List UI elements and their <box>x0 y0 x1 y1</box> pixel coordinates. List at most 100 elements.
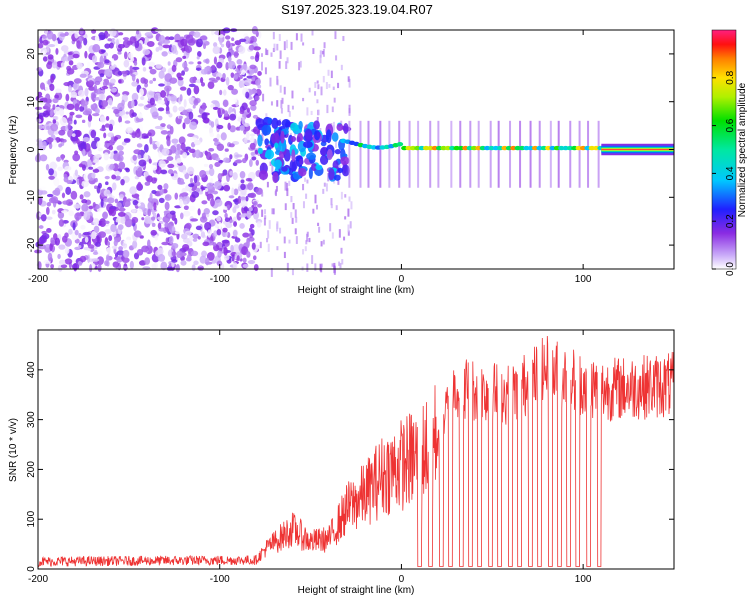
noise-blob <box>58 244 66 250</box>
noise-blob <box>54 39 59 47</box>
noise-blob <box>68 85 72 93</box>
noise-blob <box>92 168 100 173</box>
noise-blob <box>73 203 82 209</box>
noise-blob <box>193 175 198 184</box>
noise-blob <box>113 153 121 162</box>
noise-blob <box>64 246 70 255</box>
noise-blob <box>109 156 114 160</box>
scatter-streak <box>332 86 335 90</box>
noise-blob <box>92 165 96 170</box>
x-tick-label: 100 <box>575 574 592 585</box>
scatter-streak <box>283 41 286 51</box>
noise-blob <box>257 203 263 208</box>
noise-blob <box>147 201 154 211</box>
noise-blob <box>152 143 158 150</box>
noise-blob <box>167 169 174 175</box>
noise-blob <box>229 113 237 121</box>
noise-blob <box>105 247 114 255</box>
noise-blob <box>137 166 143 175</box>
noise-blob <box>99 116 106 123</box>
noise-blob <box>150 229 157 236</box>
scatter-streak <box>278 34 281 41</box>
noise-blob <box>131 73 136 82</box>
noise-blob <box>188 111 194 120</box>
noise-blob <box>187 166 195 175</box>
scatter-streak <box>288 180 291 186</box>
noise-blob <box>35 106 43 111</box>
noise-blob <box>148 61 156 67</box>
noise-blob <box>184 117 191 125</box>
x-tick-label: 100 <box>575 274 592 285</box>
noise-blob <box>241 246 249 256</box>
noise-blob <box>234 154 243 158</box>
noise-blob <box>79 105 85 112</box>
noise-blob <box>216 133 221 140</box>
noise-blob <box>188 61 194 65</box>
noise-blob <box>245 239 250 248</box>
scatter-streak <box>347 208 350 217</box>
noise-blob <box>211 64 216 71</box>
noise-blob <box>140 96 145 101</box>
scatter-streak <box>317 222 320 227</box>
scatter-streak <box>266 181 269 188</box>
noise-blob <box>123 138 131 143</box>
noise-blob <box>141 190 146 200</box>
noise-blob <box>144 143 149 153</box>
noise-blob <box>69 111 75 116</box>
noise-blob <box>79 27 84 35</box>
noise-blob <box>117 43 126 49</box>
scatter-streak <box>331 263 334 267</box>
dropout-line <box>587 120 590 188</box>
noise-blob <box>185 34 194 44</box>
noise-blob <box>122 37 130 41</box>
noise-blob <box>37 124 44 130</box>
scatter-streak <box>302 249 305 255</box>
noise-blob <box>105 254 110 263</box>
noise-blob <box>206 251 215 261</box>
noise-blob <box>209 132 215 138</box>
noise-blob <box>160 261 168 271</box>
scatter-streak <box>291 268 294 276</box>
noise-blob <box>245 177 253 182</box>
colorbar-tick-label: 0.8 <box>725 70 736 84</box>
noise-blob <box>166 81 172 86</box>
noise-blob <box>149 80 154 84</box>
scatter-streak <box>334 31 337 40</box>
noise-blob <box>59 108 65 117</box>
noise-blob <box>103 132 107 139</box>
spectrogram-x-label: Height of straight line (km) <box>298 285 415 296</box>
noise-blob <box>169 125 174 135</box>
scatter-streak <box>327 173 330 182</box>
noise-blob <box>238 46 246 54</box>
noise-blob <box>114 198 119 204</box>
noise-blob <box>65 93 70 102</box>
noise-blob <box>82 100 89 106</box>
dropout-line <box>388 120 391 188</box>
noise-blob <box>98 231 107 238</box>
noise-blob <box>223 157 230 163</box>
noise-blob <box>104 59 110 64</box>
noise-blob <box>131 81 138 87</box>
noise-blob <box>249 192 257 199</box>
scatter-streak <box>285 61 288 70</box>
scatter-streak <box>271 165 274 175</box>
noise-blob <box>203 207 210 215</box>
noise-blob <box>160 123 166 128</box>
noise-blob <box>67 56 72 62</box>
scatter-streak <box>330 203 333 209</box>
noise-blob <box>97 61 105 69</box>
noise-blob <box>169 95 177 102</box>
noise-blob <box>37 91 43 97</box>
noise-blob <box>177 78 184 87</box>
noise-blob <box>195 67 202 71</box>
scatter-streak <box>263 217 266 226</box>
noise-blob <box>58 219 65 227</box>
noise-blob <box>108 97 113 106</box>
noise-blob <box>212 210 219 216</box>
noise-blob <box>131 112 137 117</box>
noise-blob <box>154 94 159 102</box>
scatter-streak <box>347 224 350 233</box>
noise-blob <box>72 222 76 231</box>
noise-blob <box>249 89 258 95</box>
noise-blob <box>54 187 61 197</box>
